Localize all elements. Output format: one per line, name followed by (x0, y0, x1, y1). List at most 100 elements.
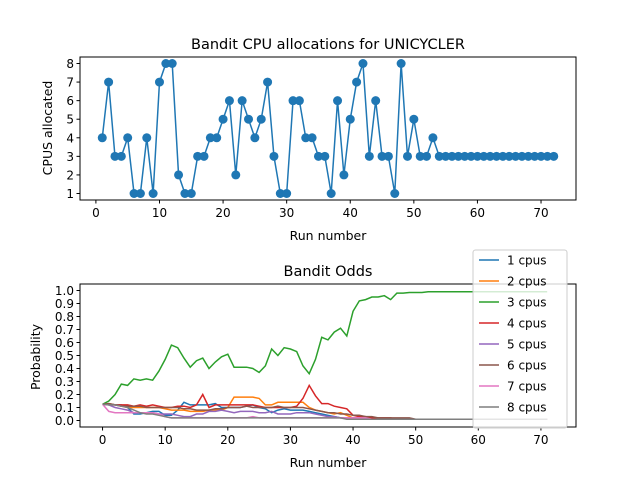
data-point (263, 77, 273, 87)
data-point (174, 170, 184, 180)
data-point (135, 189, 145, 198)
y-tick-label: 5 (66, 113, 74, 127)
y-tick-label: 0.8 (55, 310, 74, 324)
y-axis-label: Probability (28, 323, 43, 390)
y-tick-label: 1.0 (55, 284, 74, 298)
data-point (358, 59, 368, 68)
y-axis-label: CPUS allocated (40, 81, 55, 176)
data-point (498, 151, 508, 161)
data-point (193, 151, 203, 161)
cpu-allocation-series (97, 59, 559, 198)
data-point (237, 96, 247, 106)
data-point (256, 114, 266, 124)
data-point (161, 59, 171, 68)
legend-label: 7 cpus (507, 380, 547, 394)
data-point (396, 59, 406, 68)
data-point (301, 133, 311, 143)
data-point (479, 151, 489, 161)
x-tick-label: 40 (343, 206, 358, 220)
x-tick-label: 20 (215, 206, 230, 220)
bottom-axes: 0 10 20 30 40 50 60 700.00.10.20.30.40.50.60.70… (55, 283, 577, 447)
data-point (517, 151, 527, 161)
y-tick-label: 4 (66, 131, 74, 145)
chart-title: Bandit Odds (284, 264, 373, 280)
x-tick-label: 0 (92, 206, 100, 220)
data-point (275, 189, 285, 198)
y-tick-label: 0.5 (55, 349, 74, 363)
data-point (447, 151, 457, 161)
data-point (129, 189, 139, 198)
data-point (511, 151, 521, 161)
x-tick-label: 50 (408, 433, 423, 447)
legend-label: 1 cpus (507, 254, 547, 268)
data-point (422, 151, 432, 161)
data-point (536, 151, 546, 161)
x-tick-label: 0 (99, 433, 107, 447)
data-point (205, 133, 215, 143)
data-point (288, 96, 298, 106)
legend-label: 4 cpus (507, 317, 547, 331)
data-point (212, 133, 222, 143)
y-tick-label: 8 (66, 57, 74, 71)
data-point (460, 151, 470, 161)
bandit-odds-chart: Bandit Odds 0 10 20 30 40 50 60 700.00.10.20.30… (28, 249, 577, 470)
data-point (326, 189, 336, 198)
data-point (110, 151, 120, 161)
data-point (333, 96, 343, 106)
data-point (409, 114, 419, 124)
y-tick-label: 0.0 (55, 414, 74, 428)
y-tick-label: 0.4 (55, 362, 74, 376)
y-tick-label: 0.2 (55, 388, 74, 402)
x-tick-label: 10 (158, 433, 173, 447)
data-point (377, 151, 387, 161)
y-tick-label: 7 (66, 76, 74, 90)
y-tick-label: 0.1 (55, 401, 74, 415)
x-tick-label: 30 (279, 206, 294, 220)
axes-frame (79, 283, 577, 428)
data-point (123, 133, 133, 143)
y-tick-label: 0.7 (55, 323, 74, 337)
data-point (415, 151, 425, 161)
data-point (218, 114, 228, 124)
data-point (371, 96, 381, 106)
data-point (364, 151, 374, 161)
data-point (352, 77, 362, 87)
data-point (504, 151, 514, 161)
data-point (390, 189, 400, 198)
data-point (523, 151, 533, 161)
legend-label: 3 cpus (507, 296, 547, 310)
cpu-allocation-chart: Bandit CPU allocations for UNICYCLER 0 10… (40, 37, 577, 243)
data-point (250, 133, 260, 143)
data-point (116, 151, 126, 161)
data-point (402, 151, 412, 161)
data-point (180, 189, 190, 198)
data-point (320, 151, 330, 161)
data-point (307, 133, 317, 143)
data-point (269, 151, 279, 161)
x-axis-label: Run number (290, 228, 368, 243)
data-point (434, 151, 444, 161)
data-point (231, 170, 241, 180)
data-point (530, 151, 540, 161)
data-point (383, 151, 393, 161)
x-tick-label: 60 (470, 206, 485, 220)
y-tick-label: 3 (66, 150, 74, 164)
data-point (142, 133, 152, 143)
legend-box (472, 249, 568, 429)
legend: 1 cpus 2 cpus 3 cpus 4 cpus 5 cpus 6 cpus 7 cp… (472, 249, 568, 429)
y-tick-label: 1 (66, 187, 74, 201)
data-point (466, 151, 476, 161)
data-point (167, 59, 177, 68)
x-tick-label: 70 (533, 433, 548, 447)
data-point (345, 114, 355, 124)
legend-label: 2 cpus (507, 275, 547, 289)
data-point (313, 151, 323, 161)
y-tick-label: 6 (66, 94, 74, 108)
x-tick-label: 30 (283, 433, 298, 447)
x-tick-label: 60 (471, 433, 486, 447)
data-point (339, 170, 349, 180)
axes-frame (79, 56, 577, 201)
legend-label: 6 cpus (507, 359, 547, 373)
top-axes: 0 10 20 30 40 50 60 70 1 2 3 4 5 6 7 8 (66, 56, 577, 220)
